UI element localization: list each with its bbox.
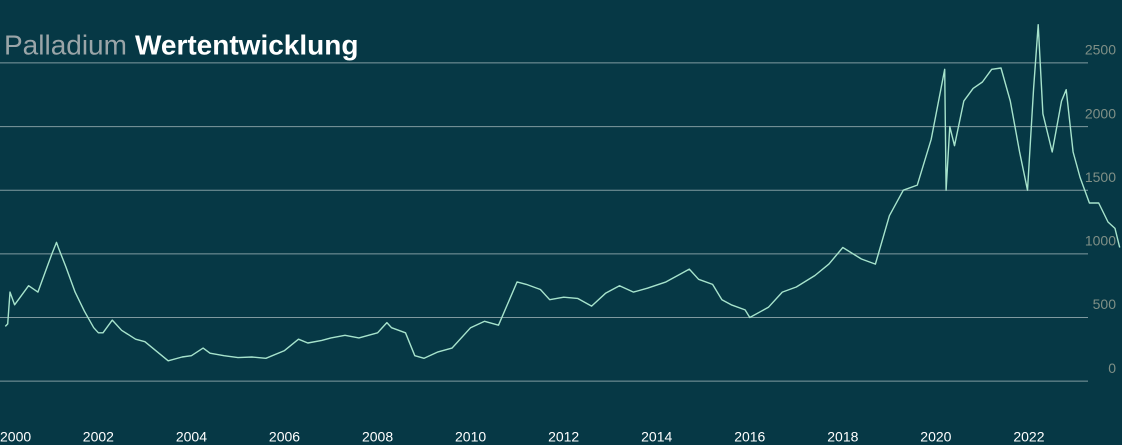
x-tick-label: 2016 [734, 429, 765, 445]
x-tick-label: 2014 [641, 429, 672, 445]
x-tick-label: 2012 [548, 429, 579, 445]
chart-title: Wertentwicklung [135, 29, 359, 60]
x-tick-label: 2022 [1013, 429, 1044, 445]
x-tick-label: 2018 [827, 429, 858, 445]
x-tick-label: 2010 [455, 429, 486, 445]
y-tick-label: 1500 [1085, 169, 1116, 185]
x-tick-label: 2002 [83, 429, 114, 445]
y-tick-label: 1000 [1085, 233, 1116, 249]
x-tick-label: 2020 [920, 429, 951, 445]
x-tick-label: 2008 [362, 429, 393, 445]
x-tick-label: 2006 [269, 429, 300, 445]
y-tick-label: 2000 [1085, 105, 1116, 121]
price-line [4, 24, 1121, 362]
chart-title-prefix: Palladium [4, 29, 127, 60]
x-tick-label: 2004 [176, 429, 207, 445]
x-tick-label: 2000 [0, 429, 31, 445]
y-tick-label: 500 [1093, 296, 1117, 312]
y-tick-label: 0 [1108, 360, 1116, 376]
y-tick-label: 2500 [1085, 42, 1116, 58]
